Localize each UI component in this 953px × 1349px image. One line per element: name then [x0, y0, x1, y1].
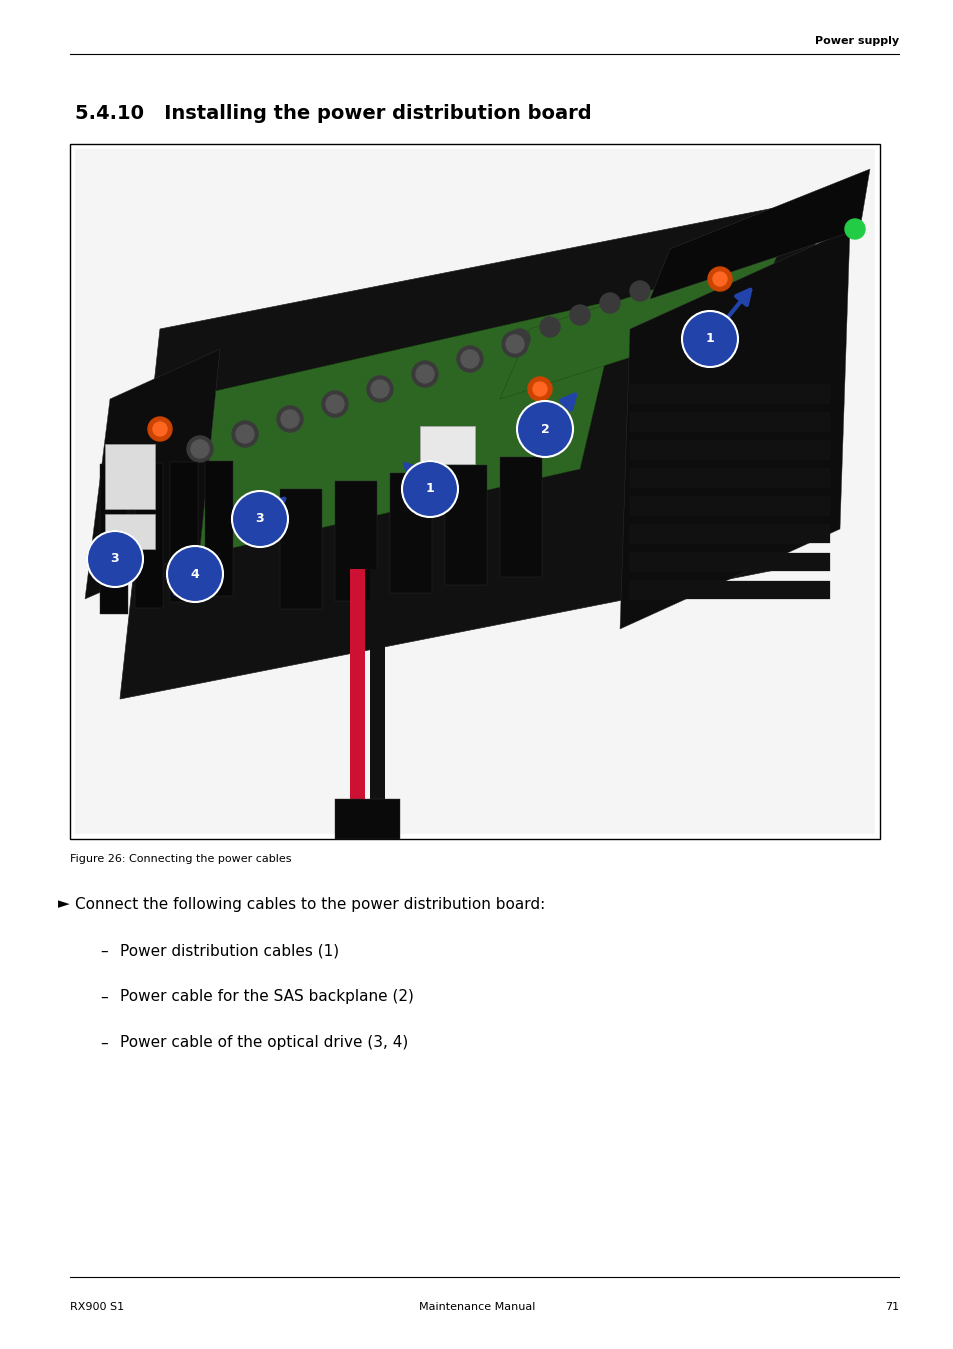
Text: 2: 2: [540, 422, 549, 436]
Circle shape: [191, 440, 209, 459]
Bar: [280, 488, 322, 608]
Circle shape: [517, 401, 573, 457]
Bar: [629, 581, 829, 599]
Text: RX900 S1: RX900 S1: [70, 1302, 124, 1313]
Bar: [629, 384, 829, 403]
Circle shape: [232, 491, 288, 546]
Bar: [629, 413, 829, 430]
Circle shape: [533, 382, 546, 397]
Circle shape: [539, 317, 559, 337]
Bar: [350, 569, 365, 819]
Circle shape: [322, 391, 348, 417]
Bar: [70, 144, 879, 839]
Circle shape: [569, 305, 589, 325]
Bar: [419, 426, 475, 464]
Circle shape: [401, 461, 457, 517]
Bar: [105, 444, 154, 509]
Circle shape: [371, 380, 389, 398]
Bar: [499, 457, 541, 577]
Text: 1: 1: [425, 483, 434, 495]
Bar: [629, 525, 829, 544]
Text: Power distribution cables (1): Power distribution cables (1): [120, 943, 338, 959]
Bar: [170, 461, 198, 602]
Text: Power cable of the optical drive (3, 4): Power cable of the optical drive (3, 4): [120, 1036, 408, 1051]
Circle shape: [599, 293, 619, 313]
Bar: [75, 148, 874, 834]
Text: Power cable for the SAS backplane (2): Power cable for the SAS backplane (2): [120, 990, 414, 1005]
Text: 4: 4: [191, 568, 199, 580]
Circle shape: [416, 366, 434, 383]
Circle shape: [167, 546, 223, 602]
Circle shape: [844, 219, 864, 239]
Circle shape: [187, 436, 213, 461]
Circle shape: [412, 362, 437, 387]
Circle shape: [456, 345, 482, 372]
Text: –: –: [100, 943, 108, 959]
Bar: [135, 463, 163, 608]
Bar: [629, 496, 829, 515]
Circle shape: [87, 532, 143, 587]
Circle shape: [712, 272, 726, 286]
Bar: [444, 465, 486, 585]
Circle shape: [281, 410, 298, 428]
Circle shape: [510, 329, 530, 349]
Circle shape: [707, 267, 731, 291]
Bar: [205, 461, 233, 596]
Text: Connect the following cables to the power distribution board:: Connect the following cables to the powe…: [75, 897, 545, 912]
Bar: [105, 514, 154, 549]
Circle shape: [235, 425, 253, 442]
Circle shape: [276, 406, 303, 432]
Polygon shape: [85, 349, 220, 599]
Circle shape: [232, 421, 257, 447]
Text: 71: 71: [884, 1302, 898, 1313]
Bar: [370, 569, 385, 819]
Text: –: –: [100, 990, 108, 1005]
Circle shape: [152, 422, 167, 436]
Bar: [629, 441, 829, 459]
Circle shape: [460, 349, 478, 368]
Bar: [335, 799, 399, 839]
Circle shape: [505, 335, 523, 353]
Polygon shape: [499, 250, 780, 399]
Text: –: –: [100, 1036, 108, 1051]
Text: 1: 1: [705, 332, 714, 345]
Polygon shape: [120, 200, 820, 699]
Text: ►: ►: [58, 897, 70, 912]
Circle shape: [527, 376, 552, 401]
Text: Figure 26: Connecting the power cables: Figure 26: Connecting the power cables: [70, 854, 292, 863]
Polygon shape: [649, 169, 869, 299]
Bar: [100, 464, 128, 614]
Text: Maintenance Manual: Maintenance Manual: [418, 1302, 535, 1313]
Circle shape: [629, 281, 649, 301]
Circle shape: [148, 417, 172, 441]
Text: Power supply: Power supply: [814, 36, 898, 46]
Circle shape: [367, 376, 393, 402]
Polygon shape: [619, 229, 849, 629]
Bar: [629, 553, 829, 571]
Circle shape: [681, 312, 738, 367]
Bar: [335, 482, 376, 602]
Bar: [629, 469, 829, 487]
Text: 3: 3: [255, 513, 264, 526]
Text: 5.4.10   Installing the power distribution board: 5.4.10 Installing the power distribution…: [75, 104, 591, 123]
Circle shape: [326, 395, 344, 413]
Circle shape: [501, 331, 527, 357]
Text: 3: 3: [111, 553, 119, 565]
Bar: [390, 473, 432, 594]
Polygon shape: [140, 299, 619, 569]
